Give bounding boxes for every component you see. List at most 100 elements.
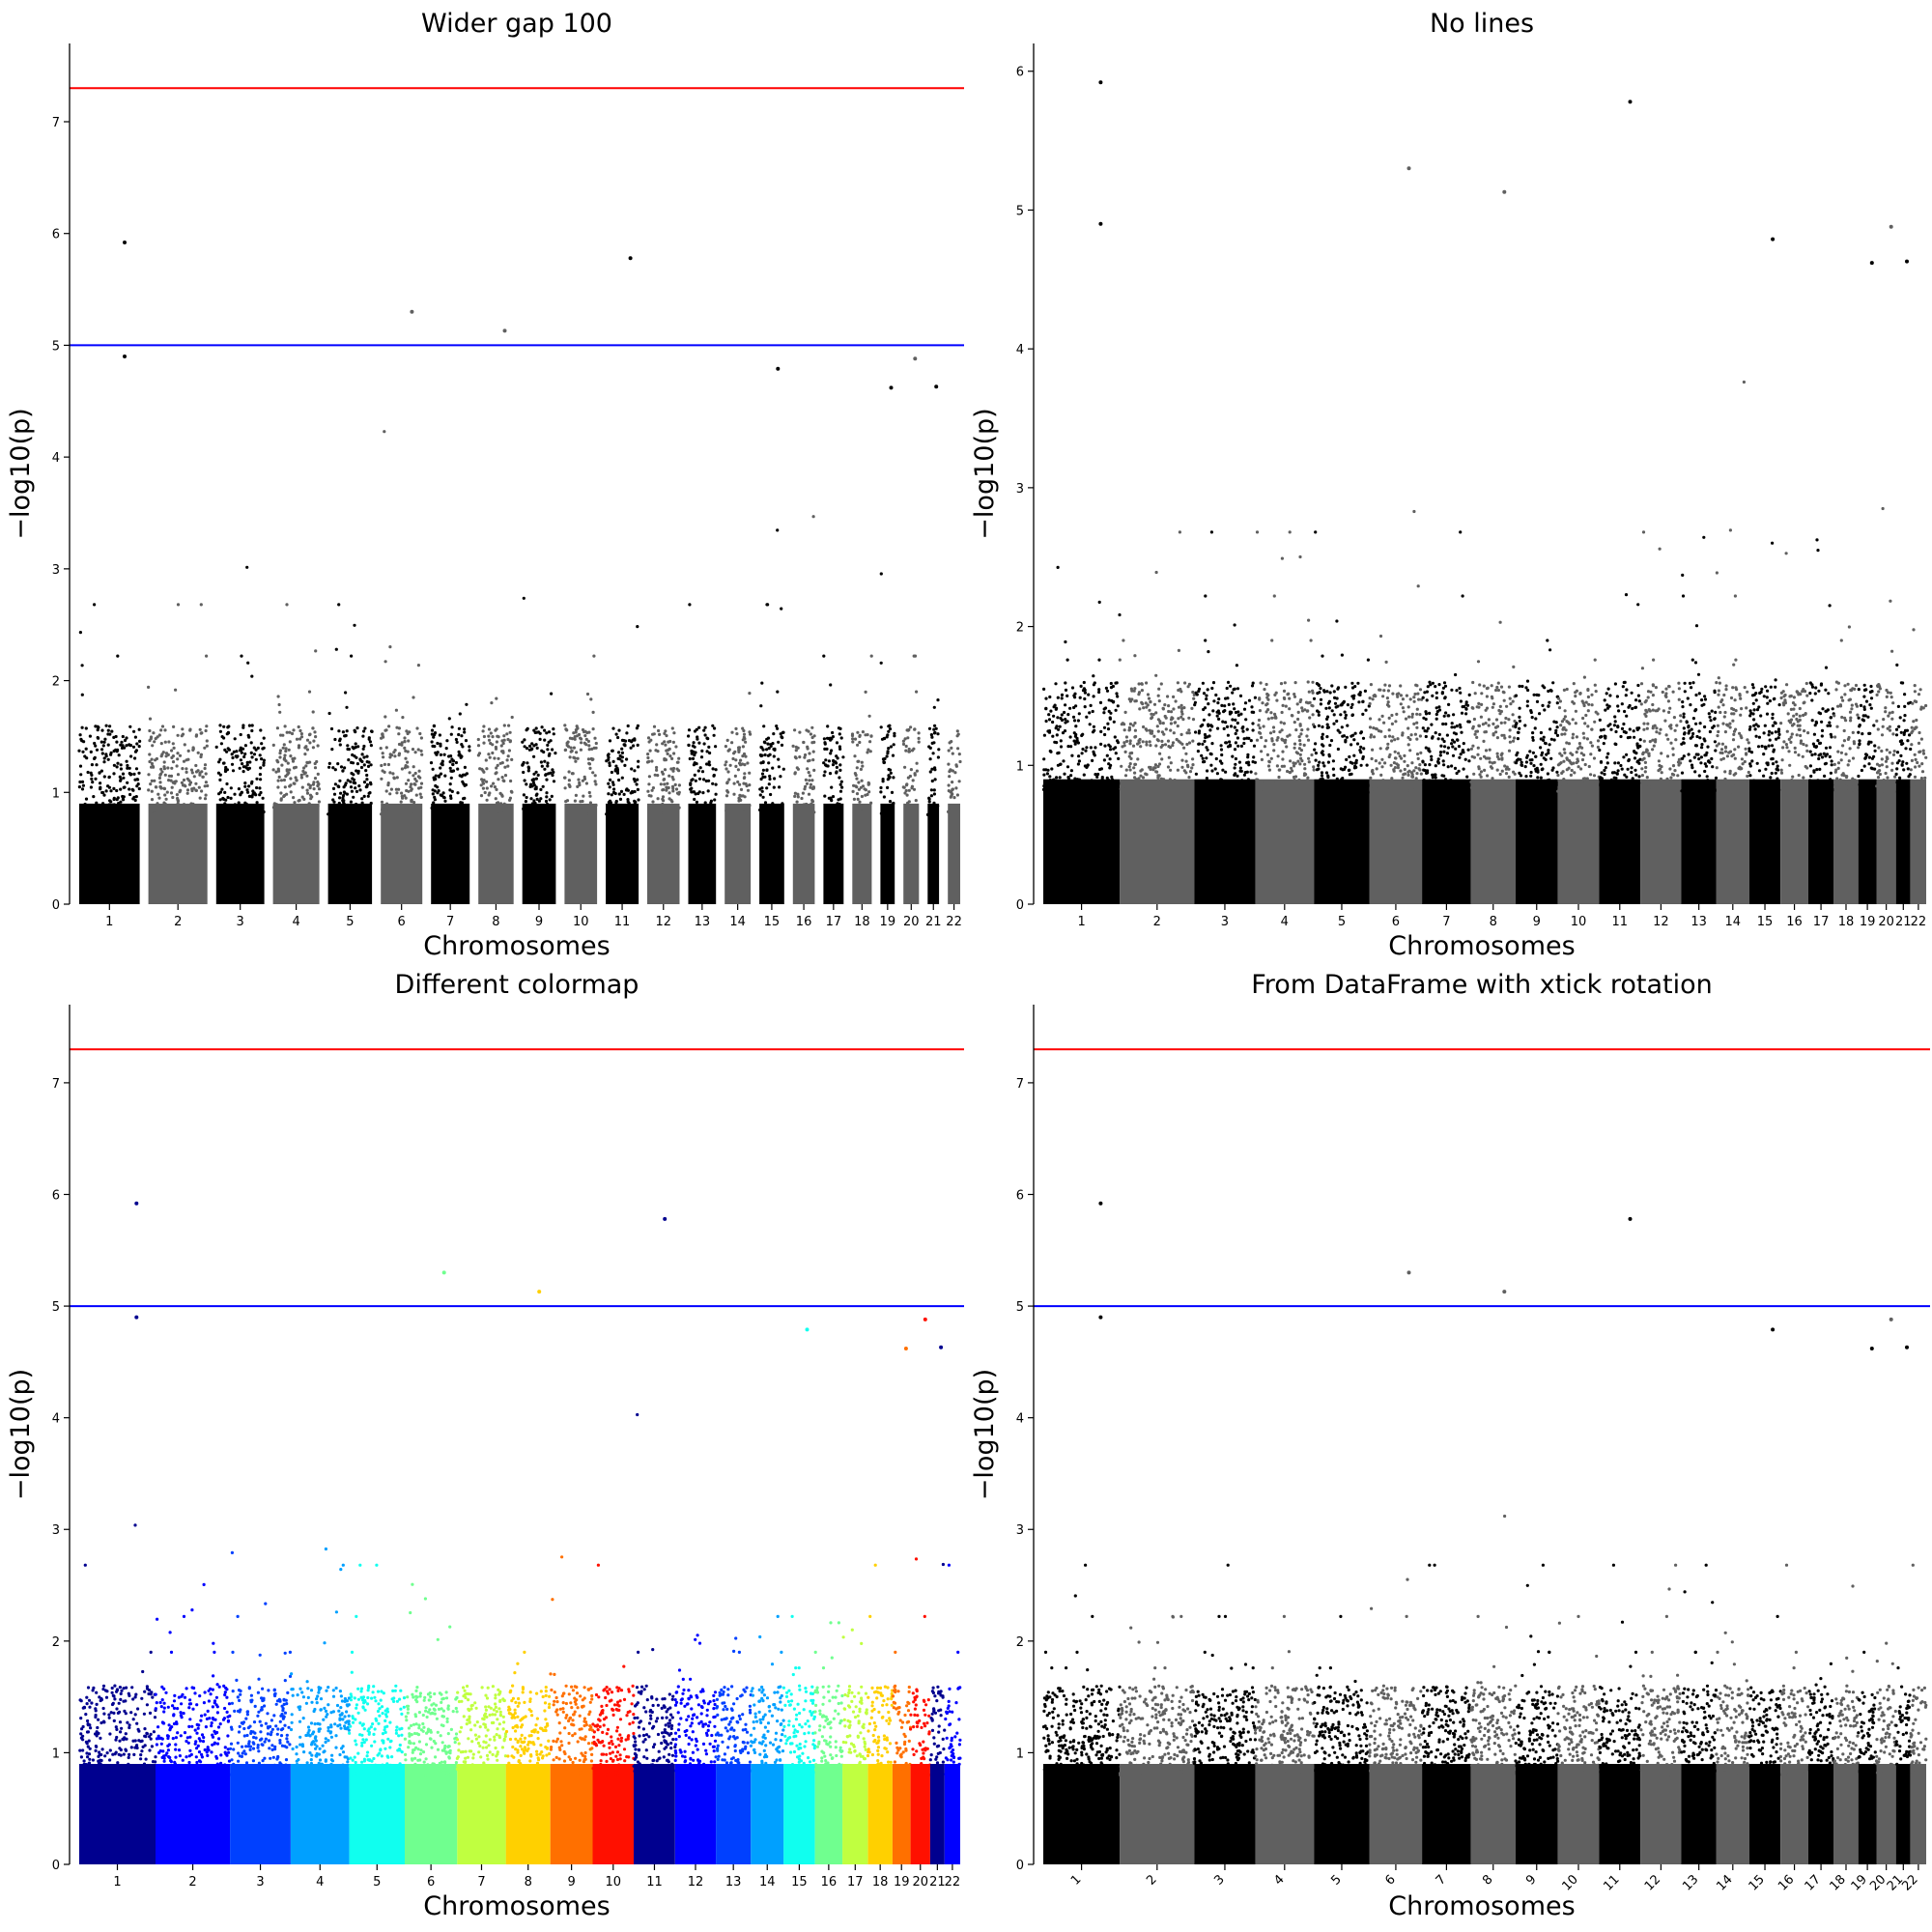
data-point bbox=[1133, 762, 1137, 767]
data-point bbox=[1151, 716, 1154, 720]
data-point bbox=[1202, 718, 1206, 722]
data-point bbox=[1234, 741, 1237, 745]
data-point bbox=[1317, 713, 1321, 717]
data-point bbox=[185, 770, 188, 775]
data-point bbox=[1201, 723, 1205, 727]
data-point bbox=[1381, 695, 1385, 698]
data-point bbox=[169, 779, 173, 782]
data-point bbox=[406, 760, 410, 764]
data-point bbox=[194, 788, 198, 793]
data-point bbox=[661, 742, 665, 746]
data-point bbox=[619, 812, 623, 816]
data-point bbox=[302, 797, 306, 802]
data-point bbox=[879, 572, 883, 576]
data-point bbox=[1602, 742, 1605, 746]
data-point bbox=[1781, 783, 1785, 787]
data-point bbox=[1534, 717, 1538, 721]
data-point bbox=[586, 739, 591, 744]
data-point bbox=[388, 645, 392, 649]
data-point bbox=[1622, 755, 1626, 759]
data-point bbox=[1438, 780, 1442, 784]
data-point bbox=[1131, 744, 1136, 748]
data-point bbox=[588, 766, 592, 771]
data-point bbox=[535, 746, 539, 751]
data-point bbox=[283, 785, 287, 789]
data-point bbox=[625, 805, 629, 809]
data-point bbox=[1366, 790, 1371, 794]
data-point bbox=[1227, 702, 1231, 707]
data-point bbox=[369, 801, 373, 806]
data-point bbox=[1632, 781, 1635, 786]
data-point bbox=[1344, 716, 1348, 720]
data-point bbox=[1330, 709, 1334, 713]
data-point bbox=[1178, 530, 1181, 534]
data-point bbox=[196, 751, 200, 754]
data-point bbox=[1458, 686, 1462, 691]
data-point bbox=[311, 746, 315, 750]
data-point bbox=[149, 737, 153, 741]
data-point bbox=[91, 781, 95, 784]
data-point bbox=[1233, 707, 1236, 711]
data-point bbox=[746, 809, 750, 812]
data-point bbox=[1285, 745, 1289, 749]
data-point bbox=[384, 728, 387, 732]
data-point bbox=[1395, 712, 1399, 717]
chr-18-points bbox=[850, 654, 873, 816]
data-point bbox=[695, 800, 699, 805]
data-point bbox=[1718, 681, 1721, 685]
data-point bbox=[173, 780, 177, 784]
data-point bbox=[395, 725, 399, 729]
data-point bbox=[1734, 658, 1738, 662]
data-point bbox=[1103, 732, 1107, 737]
data-point bbox=[1356, 781, 1360, 785]
data-point bbox=[661, 802, 665, 807]
data-point bbox=[763, 775, 767, 779]
data-point bbox=[1245, 727, 1249, 731]
data-point bbox=[356, 810, 361, 813]
data-point bbox=[545, 731, 549, 735]
data-point bbox=[404, 796, 408, 800]
data-point bbox=[591, 710, 595, 715]
data-point bbox=[102, 740, 106, 744]
data-point bbox=[1317, 763, 1321, 768]
data-point bbox=[830, 785, 834, 789]
data-point bbox=[1172, 695, 1176, 699]
data-point bbox=[607, 781, 611, 785]
data-point bbox=[1160, 739, 1164, 744]
data-point bbox=[580, 737, 583, 741]
chr-12-dense-band bbox=[647, 803, 680, 904]
data-point bbox=[1366, 658, 1370, 662]
data-point bbox=[879, 725, 883, 729]
data-point bbox=[1321, 753, 1325, 756]
data-point bbox=[831, 763, 836, 767]
chr-21-points bbox=[925, 698, 941, 817]
data-point bbox=[164, 752, 169, 755]
data-point bbox=[1640, 667, 1644, 670]
data-point bbox=[1760, 744, 1764, 749]
data-point bbox=[1182, 746, 1186, 750]
data-point bbox=[1495, 754, 1499, 759]
data-point bbox=[688, 756, 692, 761]
data-point bbox=[1793, 781, 1797, 784]
data-point bbox=[951, 752, 954, 755]
data-point bbox=[1543, 708, 1547, 712]
data-point bbox=[1253, 760, 1257, 764]
data-point bbox=[726, 810, 730, 813]
data-point bbox=[433, 789, 437, 793]
data-point bbox=[618, 753, 622, 758]
data-point bbox=[523, 738, 526, 742]
data-point bbox=[758, 793, 762, 797]
data-point bbox=[1548, 648, 1552, 652]
data-point bbox=[151, 744, 155, 748]
data-point bbox=[677, 756, 681, 760]
data-point bbox=[1074, 704, 1078, 708]
data-point bbox=[1563, 751, 1567, 755]
data-point bbox=[827, 796, 831, 800]
data-point bbox=[271, 806, 275, 810]
data-point bbox=[1467, 759, 1471, 763]
data-point bbox=[647, 740, 651, 744]
data-point bbox=[162, 786, 167, 791]
data-point bbox=[1753, 727, 1757, 731]
data-point bbox=[206, 783, 210, 788]
data-point bbox=[1491, 761, 1494, 765]
